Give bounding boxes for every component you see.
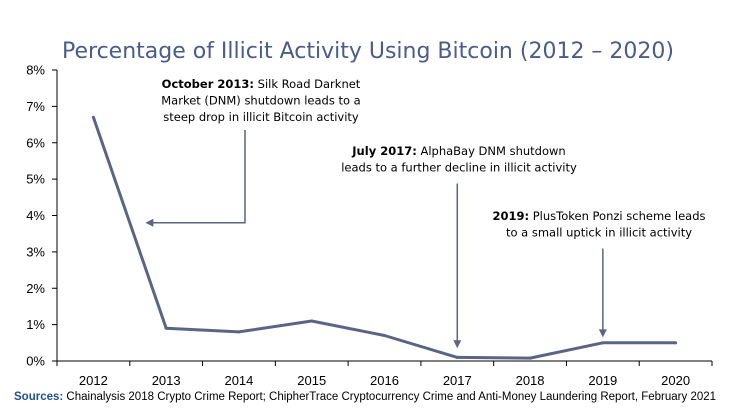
annotation-line: 2019: PlusToken Ponzi scheme leads <box>492 209 705 223</box>
annotation-text: PlusToken Ponzi scheme leads <box>529 209 705 223</box>
annotation-line: October 2013: Silk Road Darknet <box>162 77 361 91</box>
y-tick-label: 3% <box>26 244 45 259</box>
y-tick-label: 5% <box>26 172 45 187</box>
chart-source: Sources: Chainalysis 2018 Crypto Crime R… <box>14 391 716 403</box>
annotation-text: Market (DNM) shutdown leads to a <box>161 94 360 108</box>
y-tick-label: 4% <box>26 208 45 223</box>
x-tick-label: 2016 <box>370 373 399 388</box>
chart-title: Percentage of Illicit Activity Using Bit… <box>62 39 674 64</box>
source-text: Chainalysis 2018 Crypto Crime Report; Ch… <box>63 391 716 403</box>
x-tick-label: 2020 <box>661 373 690 388</box>
x-tick-label: 2015 <box>297 373 326 388</box>
y-tick-label: 6% <box>26 135 45 150</box>
annotation-plustoken: 2019: PlusToken Ponzi scheme leads to a s… <box>492 209 706 338</box>
y-tick-label: 7% <box>26 99 45 114</box>
annotation-text: steep drop in illicit Bitcoin activity <box>163 110 359 124</box>
annotation-text: to a small uptick in illicit activity <box>506 226 692 240</box>
y-tick-label: 8% <box>26 63 45 78</box>
data-point <box>91 115 95 119</box>
data-point <box>310 319 314 323</box>
data-point <box>164 326 168 330</box>
y-tick-label: 1% <box>26 317 45 332</box>
annotation-text: AlphaBay DNM shutdown <box>417 144 566 158</box>
data-point <box>674 341 678 345</box>
x-tick-label: 2012 <box>79 373 108 388</box>
x-tick-label: 2017 <box>443 373 472 388</box>
source-label: Sources: <box>14 391 63 403</box>
annotation-alphabay: July 2017: AlphaBay DNM shutdown leads to… <box>341 144 577 349</box>
annotation-line: Market (DNM) shutdown leads to a <box>161 94 360 108</box>
annotation-silk-road: October 2013: Silk Road Darknet Market (D… <box>145 77 361 227</box>
data-point <box>383 334 386 338</box>
y-tick-label: 0% <box>26 354 45 369</box>
x-tick-label: 2019 <box>588 373 617 388</box>
data-point <box>528 356 532 360</box>
data-point <box>455 355 459 359</box>
annotation-connector <box>151 130 246 224</box>
annotation-arrowhead <box>145 218 154 227</box>
annotation-date: July 2017: <box>351 144 417 158</box>
annotation-date: 2019: <box>492 209 529 223</box>
annotation-text: Silk Road Darknet <box>254 77 361 91</box>
annotation-line: steep drop in illicit Bitcoin activity <box>163 110 359 124</box>
annotation-date: October 2013: <box>162 77 254 91</box>
x-tick-label: 2013 <box>152 373 181 388</box>
data-point <box>237 330 241 334</box>
annotation-line: July 2017: AlphaBay DNM shutdown <box>351 144 565 158</box>
annotation-arrowhead <box>453 340 462 349</box>
y-tick-label: 2% <box>26 281 45 296</box>
annotation-text: leads to a further decline in illicit ac… <box>341 161 577 175</box>
annotation-line: to a small uptick in illicit activity <box>506 226 692 240</box>
x-tick-label: 2014 <box>224 373 253 388</box>
data-point <box>601 341 605 345</box>
annotation-line: leads to a further decline in illicit ac… <box>341 161 577 175</box>
x-tick-label: 2018 <box>516 373 545 388</box>
annotation-arrowhead <box>598 329 607 338</box>
